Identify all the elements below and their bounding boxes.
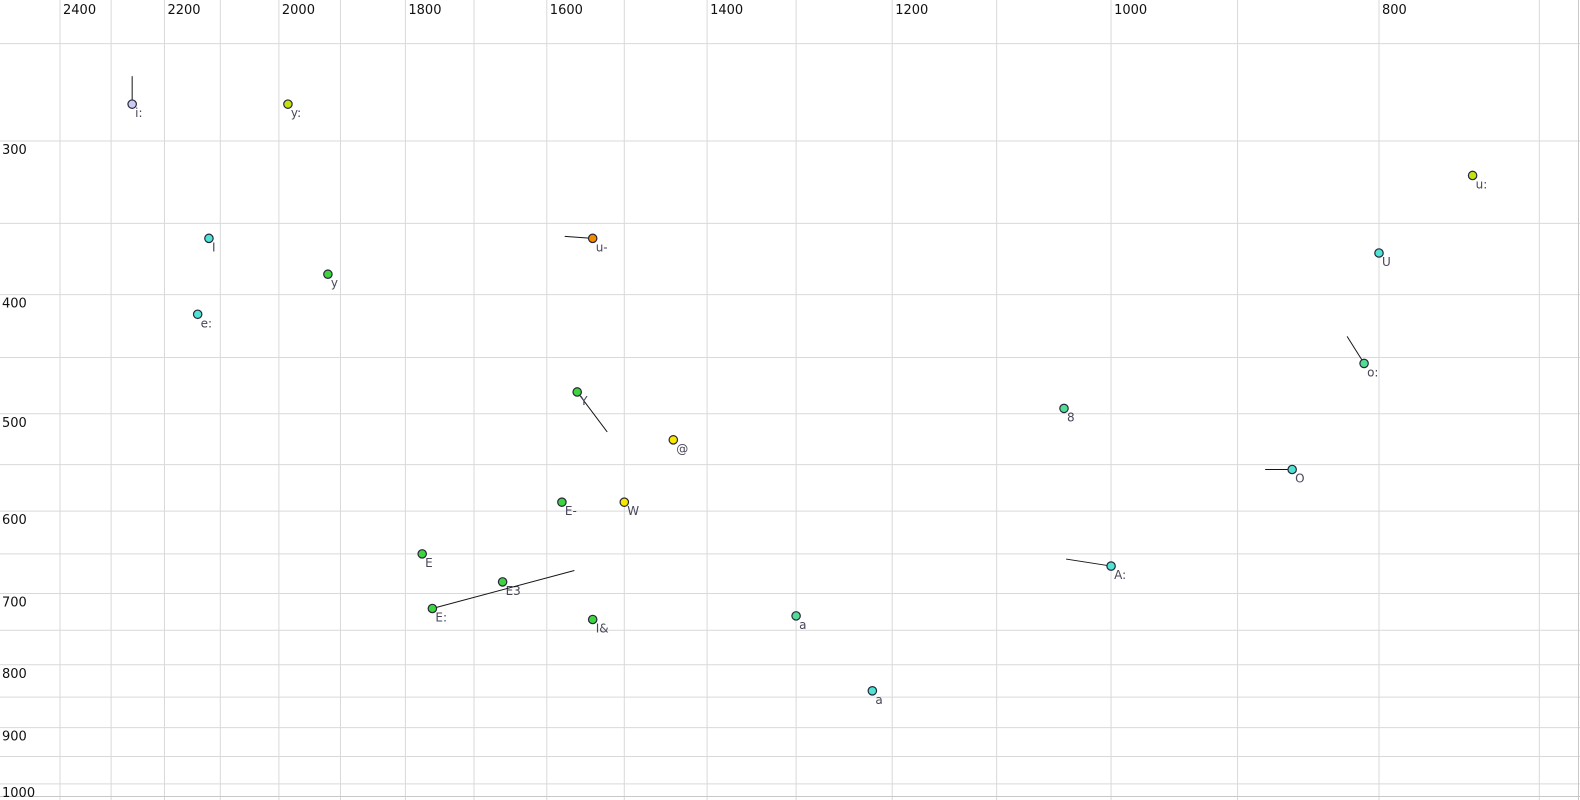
vowel-point-W (619, 497, 630, 507)
vowel-point-i: (127, 99, 137, 109)
vowel-point-E (417, 549, 427, 559)
vowel-label-I&: I& (596, 622, 609, 636)
vowel-tail-Y (576, 391, 608, 433)
y-tick-label-300: 300 (2, 143, 27, 158)
vowel-label-e:: e: (201, 316, 212, 330)
y-tick-label-900: 900 (2, 730, 27, 745)
vowel-label-W: W (627, 504, 639, 518)
vowel-point-y: (283, 99, 293, 109)
vowel-point-Y (572, 387, 582, 397)
vowel-point-y (323, 269, 333, 280)
vowel-label-8: 8 (1067, 410, 1075, 424)
y-tick-label-800: 800 (2, 667, 27, 682)
y-tick-label-600: 600 (2, 513, 27, 528)
vowel-point-a (791, 611, 801, 621)
vowel-point-a (867, 686, 878, 696)
vowel-label-E: E (425, 556, 433, 570)
vowel-label-a: a (799, 618, 806, 632)
vowel-label-I: I (212, 240, 216, 254)
vowel-label-E:: E: (435, 611, 447, 625)
vowel-point-e: (192, 309, 203, 320)
vowel-point-o: (1359, 358, 1369, 369)
x-tick-label-1400: 1400 (710, 3, 743, 18)
vowel-point-I& (587, 614, 598, 625)
vowel-point-u- (587, 233, 598, 244)
x-tick-label-1000: 1000 (1114, 3, 1147, 18)
vowel-label-A:: A: (1114, 568, 1126, 582)
vowel-label-E3: E3 (506, 584, 521, 598)
x-tick-label-800: 800 (1382, 3, 1407, 18)
vowel-point-u: (1467, 170, 1478, 181)
y-tick-label-400: 400 (2, 297, 27, 312)
vowel-label-E-: E- (565, 504, 577, 518)
vowel-point-A: (1106, 561, 1116, 571)
vowel-point-E3 (497, 577, 508, 587)
vowel-label-a: a (875, 693, 882, 707)
vowel-label-@: @ (676, 442, 688, 456)
vowel-label-y: y (331, 276, 338, 290)
vowel-label-u:: u: (1476, 177, 1488, 191)
vowel-label-U: U (1382, 255, 1391, 269)
y-tick-label-700: 700 (2, 595, 27, 610)
vowel-tail-A: (1066, 558, 1112, 567)
vowel-label-Y: Y (579, 394, 588, 408)
y-tick-label-500: 500 (2, 416, 27, 431)
vowel-point-8 (1059, 403, 1069, 414)
x-tick-label-1800: 1800 (408, 3, 441, 18)
vowel-point-I (204, 233, 214, 244)
x-tick-label-2200: 2200 (167, 3, 200, 18)
vowel-label-o:: o: (1367, 365, 1378, 379)
vowel-label-O: O (1295, 472, 1304, 486)
x-tick-label-1600: 1600 (550, 3, 583, 18)
vowel-tail-o: (1346, 336, 1365, 364)
vowel-point-@ (668, 435, 679, 445)
vowel-label-y:: y: (291, 106, 301, 120)
vowel-point-U (1374, 248, 1384, 258)
vowel-point-E- (557, 497, 567, 507)
x-tick-label-2000: 2000 (282, 3, 315, 18)
vowel-label-i:: i: (135, 106, 142, 120)
vowel-point-O (1287, 464, 1297, 475)
x-tick-label-1200: 1200 (895, 3, 928, 18)
vowel-point-E: (427, 603, 438, 614)
vowel-label-u-: u- (596, 240, 608, 254)
y-tick-label-1000: 1000 (2, 786, 35, 800)
x-tick-label-2400: 2400 (63, 3, 96, 18)
vowel-tail-E: (432, 570, 575, 609)
